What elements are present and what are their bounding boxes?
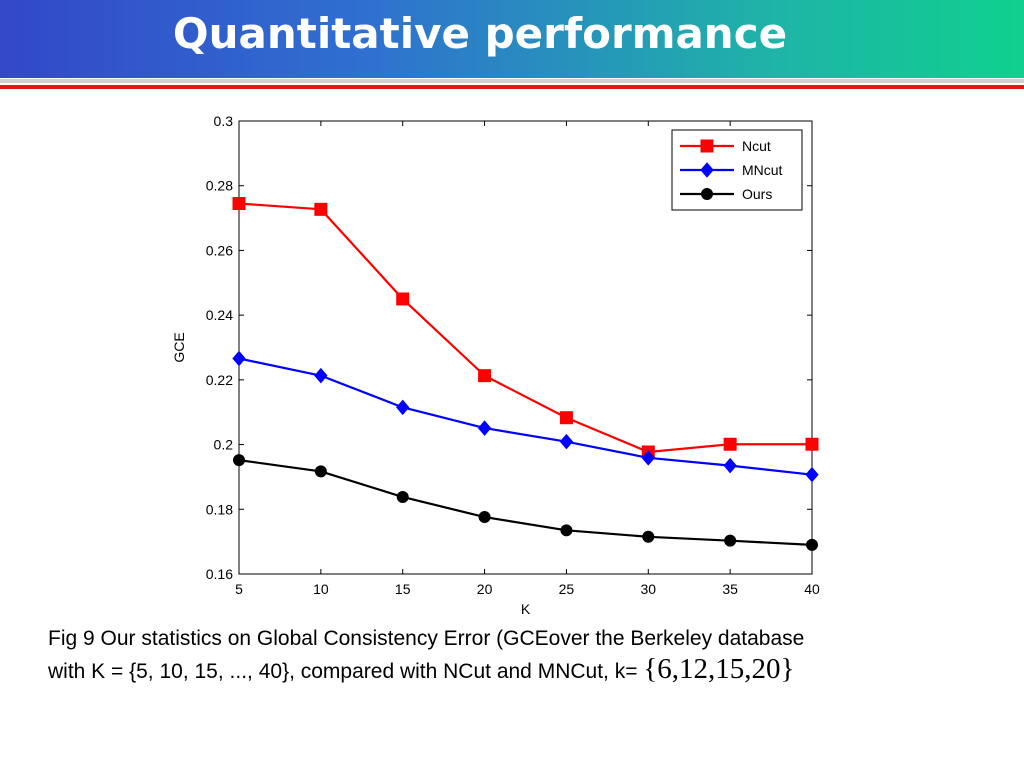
x-tick-label: 20 xyxy=(477,581,493,597)
data-point-ours xyxy=(396,490,409,503)
y-tick-label: 0.24 xyxy=(206,307,233,323)
y-tick-label: 0.3 xyxy=(214,113,234,129)
x-tick-label: 5 xyxy=(235,581,243,597)
x-tick-label: 25 xyxy=(559,581,575,597)
caption-line-1: Fig 9 Our statistics on Global Consisten… xyxy=(48,627,805,650)
figure-caption: Fig 9 Our statistics on Global Consisten… xyxy=(48,624,1008,687)
x-axis-label: K xyxy=(521,601,531,617)
data-point-mncut xyxy=(232,350,246,367)
legend-marker-ours xyxy=(701,188,713,200)
series-line-mncut xyxy=(238,357,813,476)
series-line-ncut xyxy=(238,202,812,454)
y-tick-label: 0.22 xyxy=(206,372,233,388)
x-tick-label: 10 xyxy=(313,581,329,597)
y-tick-label: 0.2 xyxy=(214,437,234,453)
series-line-ours xyxy=(238,459,813,546)
x-tick-label: 40 xyxy=(804,581,820,597)
legend-label-ncut: Ncut xyxy=(742,138,771,154)
y-axis-label: GCE xyxy=(171,332,187,362)
data-point-ncut xyxy=(396,292,410,306)
y-tick-label: 0.28 xyxy=(206,178,233,194)
x-tick-label: 15 xyxy=(395,581,411,597)
data-point-ncut xyxy=(232,197,246,211)
gce-line-chart: 5 10 15 20 25 30 35 40 0.16 0.18 0.2 0.22 0.24 0.26 0.… xyxy=(171,113,820,617)
x-tick-label: 30 xyxy=(640,581,656,597)
data-point-mncut xyxy=(314,367,328,384)
divider-gray xyxy=(0,79,1024,83)
data-point-ours xyxy=(560,524,573,537)
data-point-mncut xyxy=(805,466,819,483)
legend-marker-mncut xyxy=(700,162,714,178)
data-point-mncut xyxy=(559,433,574,450)
data-point-ours xyxy=(478,511,491,524)
data-point-ncut xyxy=(805,437,819,451)
data-point-mncut xyxy=(396,399,410,416)
data-point-mncut xyxy=(477,420,492,436)
data-point-ours xyxy=(724,534,737,547)
y-tick-label: 0.16 xyxy=(206,566,233,582)
data-point-ours xyxy=(233,454,245,467)
title-bar xyxy=(0,0,1024,78)
divider-red xyxy=(0,85,1024,89)
y-tick-label: 0.18 xyxy=(206,501,233,517)
data-point-ncut xyxy=(314,202,328,216)
data-point-mncut xyxy=(641,450,655,466)
legend-label-ours: Ours xyxy=(742,186,772,202)
legend-marker-ncut xyxy=(700,139,714,153)
data-point-ncut xyxy=(478,369,492,383)
y-tick-label: 0.26 xyxy=(206,242,233,258)
data-point-ncut xyxy=(559,411,573,425)
caption-k-set: {6,12,15,20} xyxy=(643,653,795,685)
caption-line-2: with K = {5, 10, 15, ..., 40}, compared … xyxy=(48,660,644,683)
data-point-ours xyxy=(314,465,327,478)
data-point-ours xyxy=(806,538,818,551)
x-tick-label: 35 xyxy=(722,581,738,597)
data-point-mncut xyxy=(723,457,737,474)
slide-title: Quantitative performance xyxy=(172,9,788,58)
data-point-ours xyxy=(642,530,655,543)
legend-label-mncut: MNcut xyxy=(742,162,783,178)
data-point-ncut xyxy=(723,437,737,451)
